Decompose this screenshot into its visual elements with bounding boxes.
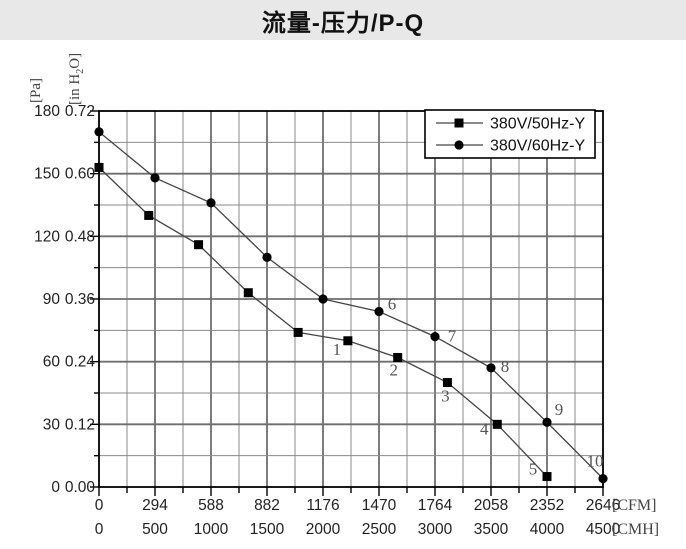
y-tick-label-pa: 30 [43, 416, 61, 433]
legend-marker-square-icon [454, 118, 464, 128]
y-tick-label-pa: 150 [34, 166, 60, 183]
data-point-label: 6 [388, 295, 397, 314]
chart-title: 流量-压力/P-Q [0, 0, 686, 40]
x-tick-label-cfm: 2352 [530, 497, 564, 514]
x-tick-label-cfm: 1764 [418, 497, 453, 514]
y-tick-label-inh2o: 0.00 [65, 479, 96, 496]
legend-marker-circle-icon [454, 140, 464, 150]
y-tick-label-pa: 60 [43, 354, 61, 371]
x-tick-label-cfm: 0 [95, 497, 104, 514]
x-tick-label-cfm: 294 [142, 497, 168, 514]
series-line [98, 166, 548, 478]
data-point-label: 8 [501, 357, 510, 376]
data-point-marker-square [492, 419, 502, 429]
data-point-marker-circle [542, 417, 552, 427]
x-tick-label-cfm: 882 [254, 497, 280, 514]
y-tick-label-inh2o: 0.48 [65, 228, 95, 245]
data-point-label: 5 [529, 460, 538, 479]
x-axis-unit-cfm: [CFM] [612, 497, 656, 514]
plot-grid [99, 111, 603, 487]
data-point-marker-circle [318, 294, 328, 304]
data-point-label: 2 [389, 360, 398, 379]
axis-ticks [90, 110, 604, 496]
series-line [98, 131, 604, 480]
x-tick-label-cfm: 1470 [362, 497, 397, 514]
data-point-marker-circle [374, 306, 384, 317]
y-axis-unit-pa: [Pa] [28, 78, 44, 103]
data-point-marker-circle [94, 127, 104, 137]
data-point-marker-square [94, 162, 104, 172]
x-tick-label-cmh: 3500 [474, 521, 509, 538]
data-point-marker-square [442, 378, 452, 388]
series-380v-60hz-y: 6 7 8 9 10 [94, 127, 608, 484]
y-axis-unit-inh2o: [in H2O] [67, 53, 86, 105]
legend-item: 380V/60Hz-Y [436, 138, 585, 155]
data-point-marker-square [144, 210, 154, 220]
data-point-marker-circle [206, 198, 216, 208]
x-tick-label-cmh: 0 [95, 521, 104, 538]
x-tick-label-cmh: 500 [142, 521, 168, 538]
data-point-marker-square [343, 336, 353, 346]
data-point-marker-square [393, 352, 403, 362]
data-point-label: 4 [480, 419, 489, 438]
y-tick-label-inh2o: 0.60 [65, 166, 96, 183]
data-point-marker-circle [598, 474, 608, 484]
data-point-label: 9 [555, 400, 564, 419]
y-tick-label-inh2o: 0.12 [65, 416, 95, 433]
data-point-marker-circle [150, 173, 160, 183]
y-tick-label-inh2o: 0.72 [65, 103, 95, 120]
data-point-label: 10 [587, 452, 604, 471]
legend-label: 380V/50Hz-Y [490, 116, 585, 133]
x-tick-label-cfm: 2646 [586, 497, 620, 514]
x-tick-label-cmh: 1000 [194, 521, 229, 538]
data-point-marker-square [194, 240, 204, 250]
data-point-marker-square [293, 327, 303, 337]
x-axis-labels: 0 294 588 882 1176 1470 1764 2058 2352 2646 0 500 10… [95, 497, 659, 538]
x-tick-label-cfm: 1176 [306, 497, 339, 514]
x-axis-unit-cmh: [CMH] [612, 521, 659, 538]
x-tick-label-cmh: 4500 [586, 521, 621, 538]
legend-label: 380V/60Hz-Y [490, 138, 585, 155]
x-tick-label-cmh: 1500 [250, 521, 285, 538]
legend: 380V/50Hz-Y 380V/60Hz-Y [424, 109, 596, 159]
x-tick-label-cmh: 2000 [306, 521, 341, 538]
y-tick-label-pa: 90 [43, 291, 61, 308]
data-point-label: 3 [441, 387, 450, 406]
y-tick-label-inh2o: 0.36 [65, 291, 95, 308]
data-point-marker-square [243, 288, 253, 298]
series-380v-50hz-y: 1 2 3 4 5 [94, 162, 552, 482]
x-tick-label-cfm: 588 [198, 497, 224, 514]
data-point-marker-circle [430, 332, 440, 342]
data-point-label: 1 [333, 340, 342, 359]
x-tick-label-cmh: 4000 [530, 521, 565, 538]
y-tick-label-pa: 0 [51, 479, 60, 496]
legend-item: 380V/50Hz-Y [436, 116, 585, 133]
data-point-marker-circle [262, 252, 272, 262]
data-point-marker-square [542, 472, 552, 482]
legend-border [424, 109, 596, 159]
y-axis-labels: 180 150 120 90 60 30 0 0.72 0.60 0.48 0.36 0.24 0.12… [28, 53, 95, 496]
y-tick-label-pa: 120 [34, 228, 60, 245]
y-tick-label-pa: 180 [34, 103, 60, 120]
y-tick-label-inh2o: 0.24 [65, 354, 96, 371]
x-tick-label-cmh: 2500 [362, 521, 397, 538]
data-point-label: 7 [448, 327, 457, 346]
x-tick-label-cfm: 2058 [474, 497, 508, 514]
data-point-marker-circle [486, 363, 496, 373]
x-tick-label-cmh: 3000 [418, 521, 453, 538]
